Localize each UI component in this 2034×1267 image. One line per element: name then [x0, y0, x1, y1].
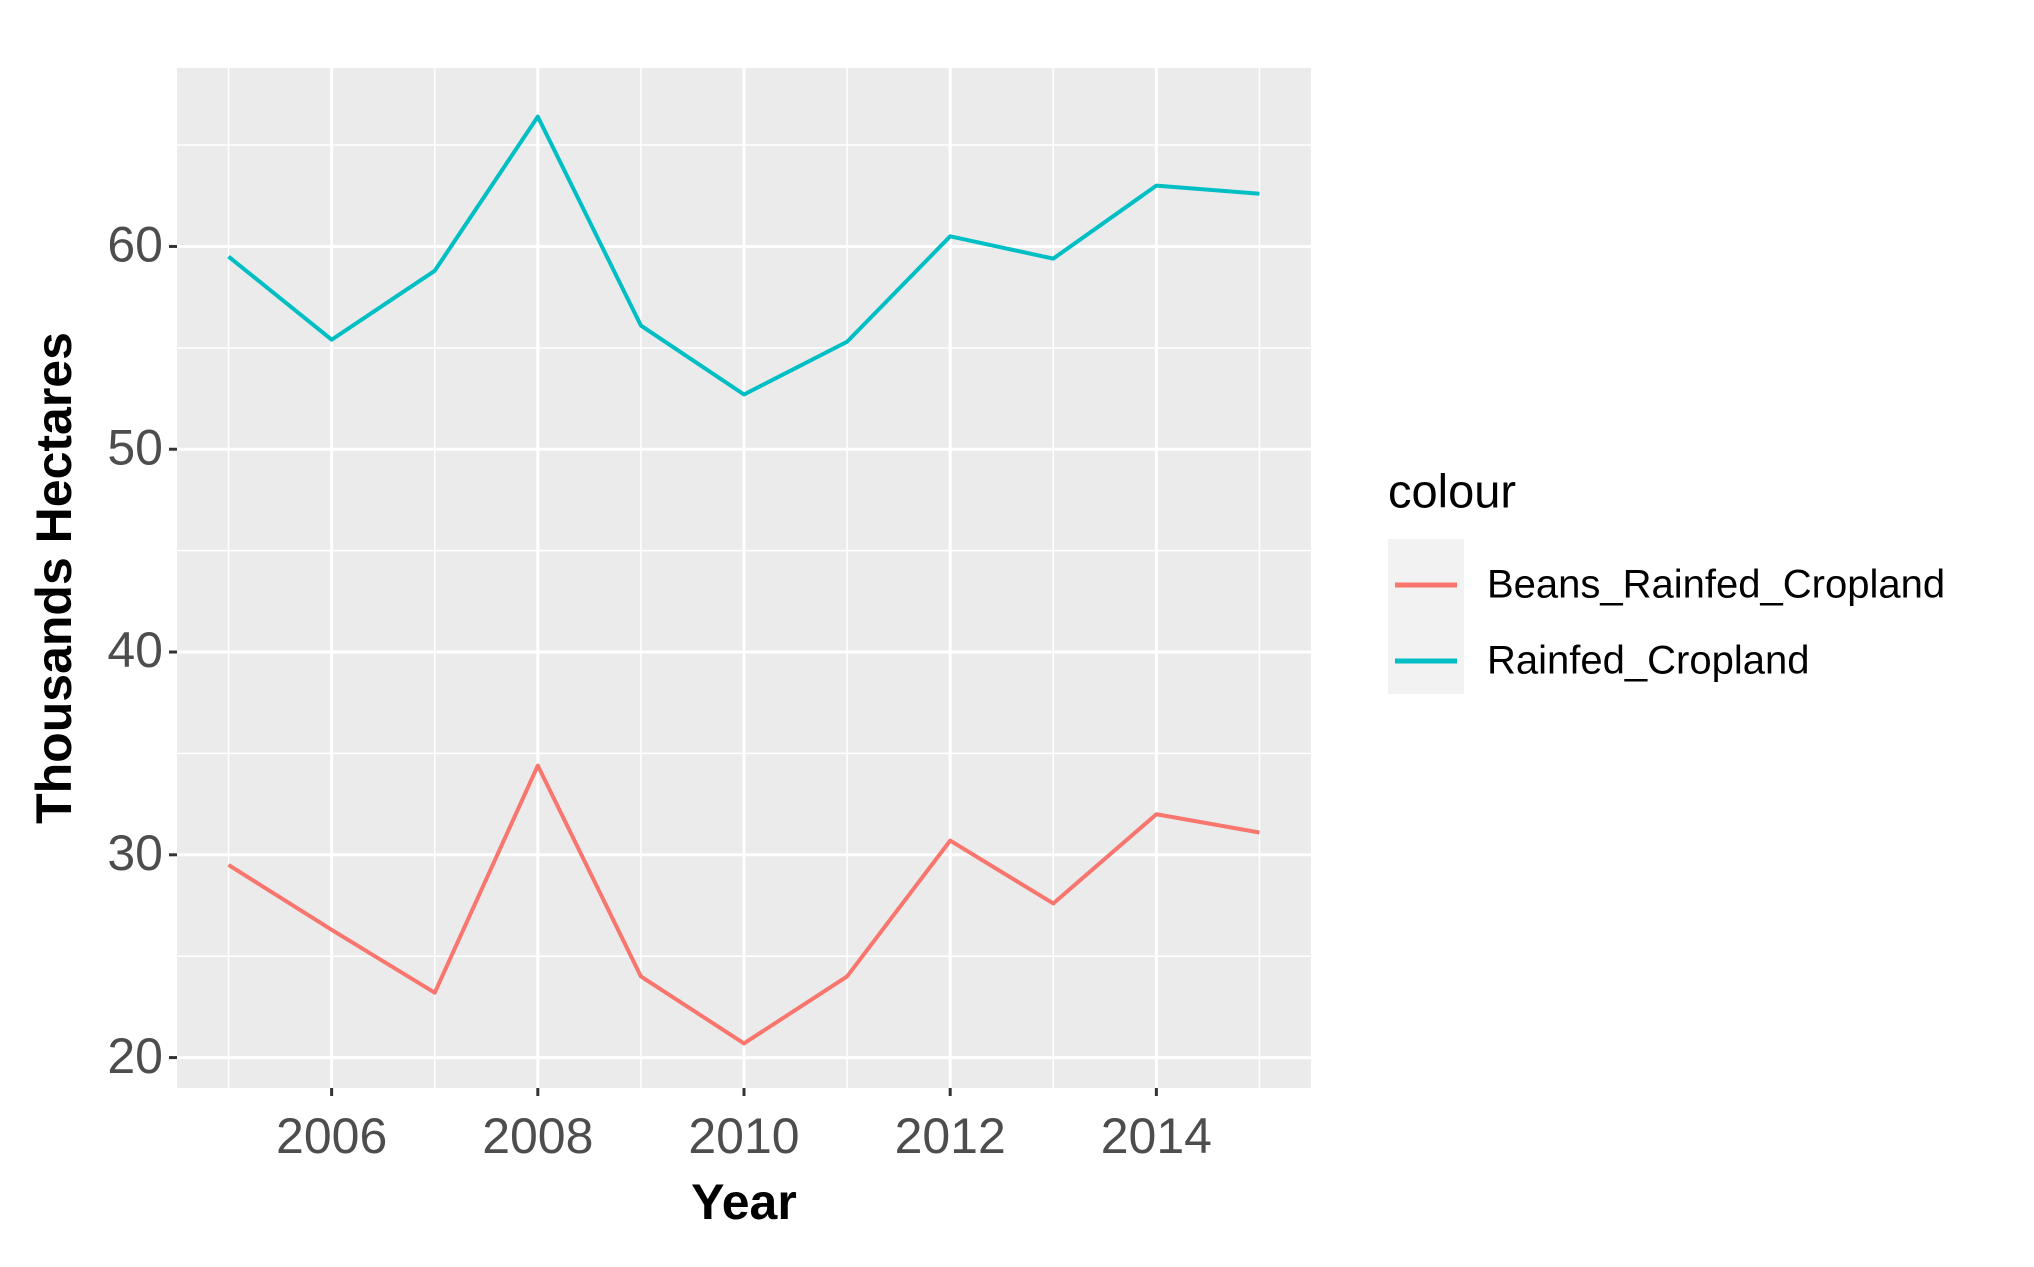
y-tick-label: 60: [107, 217, 163, 273]
y-tick-label: 20: [107, 1028, 163, 1084]
x-tick-label: 2006: [276, 1108, 387, 1164]
y-tick-label: 30: [107, 825, 163, 881]
y-tick-label: 40: [107, 622, 163, 678]
legend-title: colour: [1388, 464, 1516, 517]
x-tick-label: 2014: [1101, 1108, 1212, 1164]
legend-key-box: [1388, 539, 1464, 694]
x-tick-label: 2010: [688, 1108, 799, 1164]
y-axis-title: Thousands Hectares: [26, 332, 82, 824]
x-tick-label: 2012: [895, 1108, 1006, 1164]
legend-label: Rainfed_Cropland: [1487, 639, 1809, 683]
series-line: [227, 114, 1260, 397]
y-tick-label: 50: [107, 419, 163, 475]
x-tick-label: 2008: [482, 1108, 593, 1164]
x-axis-title: Year: [691, 1174, 797, 1230]
series-line: [227, 763, 1260, 1046]
legend-label: Beans_Rainfed_Cropland: [1487, 563, 1945, 607]
